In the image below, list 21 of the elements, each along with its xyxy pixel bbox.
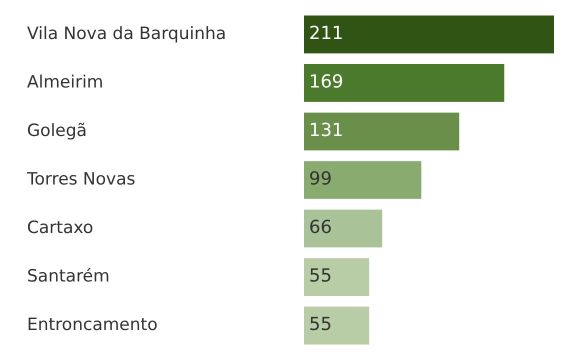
bar <box>304 16 554 54</box>
bar <box>304 306 370 344</box>
y-tick-label: Entroncamento <box>27 314 158 335</box>
bar <box>304 258 370 296</box>
data-label: 169 <box>309 72 344 93</box>
bar <box>304 161 422 199</box>
y-tick-label: Vila Nova da Barquinha <box>27 24 226 44</box>
bar <box>304 64 504 102</box>
y-tick-label: Torres Novas <box>26 169 136 190</box>
data-label: 55 <box>309 266 332 287</box>
bar <box>304 112 460 150</box>
y-tick-label: Almeirim <box>27 72 104 92</box>
y-tick-label: Golegã <box>27 120 87 141</box>
bar <box>304 210 382 248</box>
data-label: 131 <box>309 120 344 142</box>
data-label: 99 <box>309 168 332 190</box>
data-label: 55 <box>309 314 332 336</box>
data-label: 211 <box>309 23 344 44</box>
y-tick-label: Cartaxo <box>27 218 94 238</box>
data-label: 66 <box>309 217 332 238</box>
y-tick-label: Santarém <box>27 266 110 286</box>
